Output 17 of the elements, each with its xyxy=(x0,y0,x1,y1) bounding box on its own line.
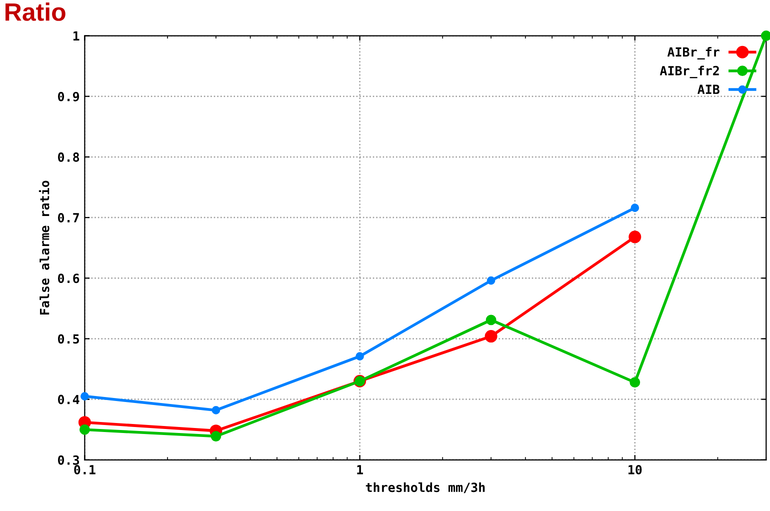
legend-label: AIB xyxy=(698,84,720,94)
y-tick-label: 0.5 xyxy=(58,334,79,344)
y-tick-label: 0.3 xyxy=(58,455,80,465)
y-axis-title: False alarme ratio xyxy=(38,180,50,314)
x-tick-label: 0.1 xyxy=(74,464,96,474)
legend-label: AIBr_fr xyxy=(667,47,720,60)
y-tick-label: 0.9 xyxy=(58,92,80,102)
legend-label: AIBr_fr2 xyxy=(660,66,719,78)
x-axis-title: thresholds mm/3h xyxy=(366,482,485,494)
y-tick-label: 1 xyxy=(73,31,80,41)
x-tick-label: 1 xyxy=(357,465,363,474)
y-tick-label: 0.8 xyxy=(58,152,80,162)
y-tick-label: 0.6 xyxy=(58,274,80,284)
chart-title: Ratio xyxy=(6,2,66,21)
x-tick-label: 10 xyxy=(628,464,642,474)
y-tick-label: 0.4 xyxy=(58,394,80,404)
y-tick-label: 0.7 xyxy=(58,213,79,222)
